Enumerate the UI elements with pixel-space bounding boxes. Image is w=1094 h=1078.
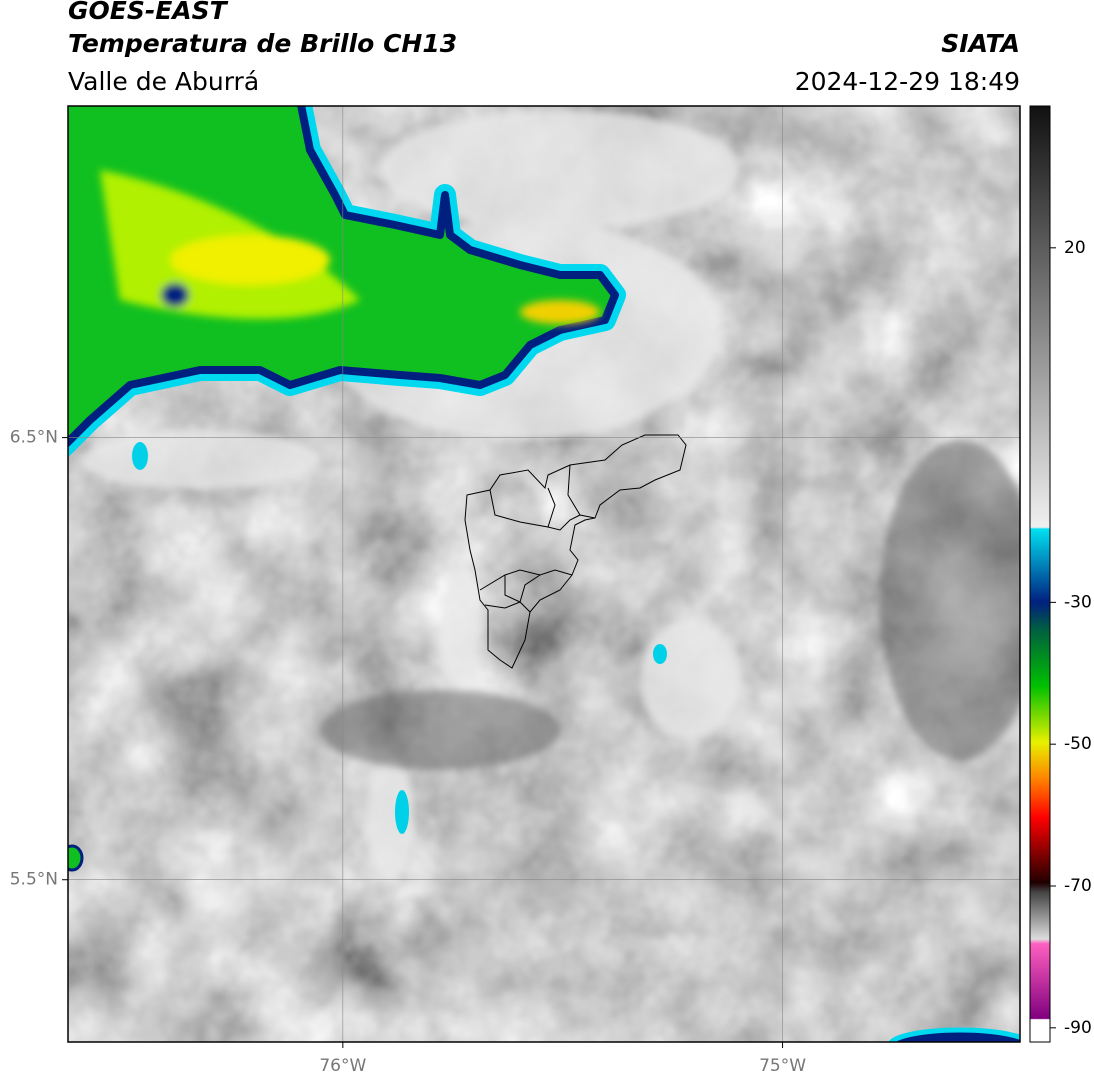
satellite-image [68,106,1020,1042]
colorbar [1029,105,1051,1043]
source: SIATA [941,29,1020,58]
colorbar-tick-label: -30 [1064,592,1092,612]
map-frame [67,105,1021,1043]
title: GOES-EAST [68,0,229,25]
datetime: 2024-12-29 18:49 [795,67,1020,96]
colorbar-tick-label: -50 [1064,734,1092,754]
map-grid [68,106,1020,1042]
x-tick-label: 76°W [319,1056,366,1076]
subtitle: Temperatura de Brillo CH13 [68,29,457,58]
x-tick-label: 75°W [759,1056,806,1076]
region: Valle de Aburrá [68,67,259,96]
colorbar-tick-label: 20 [1064,238,1086,258]
y-tick-label: 5.5°N [10,870,58,890]
colorbar-tick-label: -90 [1064,1018,1092,1038]
y-tick-label: 6.5°N [10,428,58,448]
valle-de-aburra-outline [464,434,687,669]
colorbar-tick-label: -70 [1064,876,1092,896]
